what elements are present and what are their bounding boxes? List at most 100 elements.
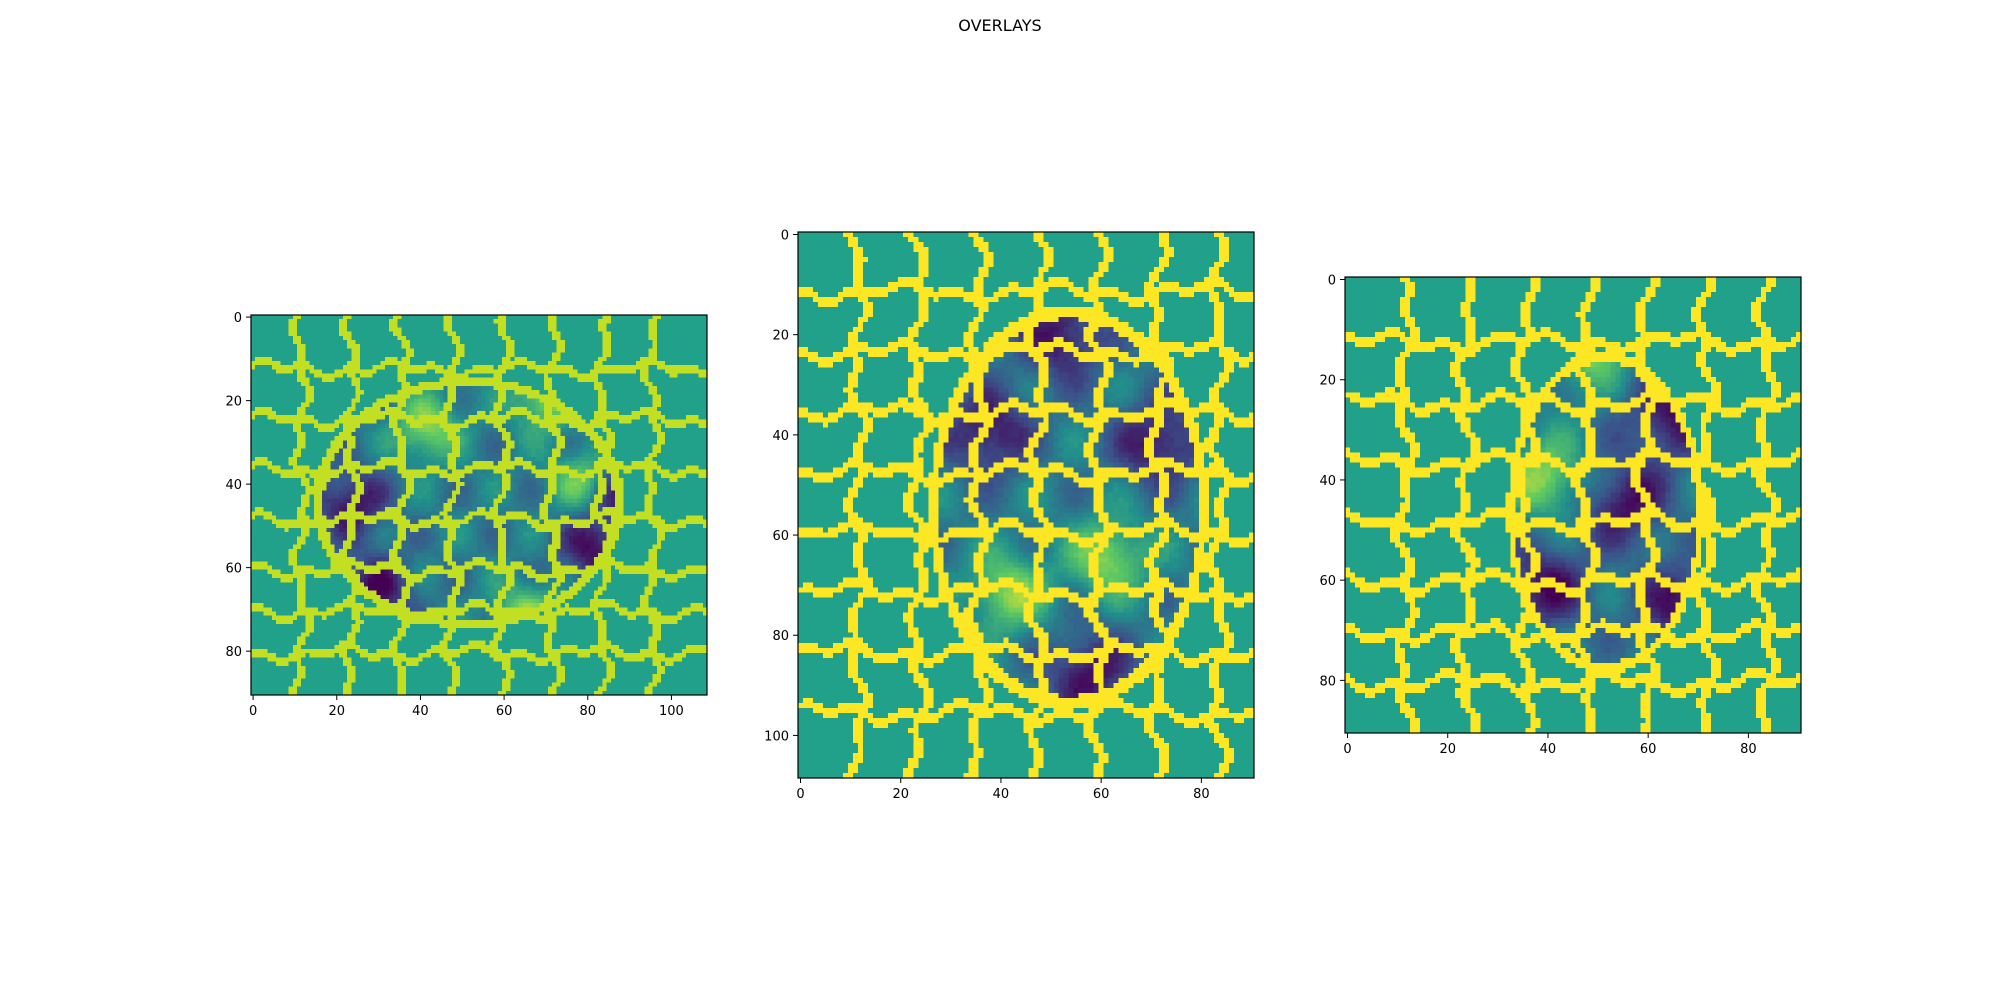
pixel-cell [636, 461, 641, 466]
pixel-cell [272, 436, 277, 441]
pixel-cell [255, 365, 260, 370]
pixel-cell [535, 419, 540, 424]
pixel-cell [431, 399, 436, 404]
pixel-cell [397, 357, 402, 362]
pixel-cell [351, 428, 356, 433]
pixel-cell [594, 486, 599, 491]
pixel-cell [694, 328, 699, 333]
pixel-cell [326, 499, 331, 504]
pixel-cell [523, 449, 528, 454]
pixel-cell [293, 373, 298, 378]
pixel-cell [594, 348, 599, 353]
pixel-cell [561, 503, 566, 508]
pixel-cell [264, 336, 269, 341]
pixel-cell [251, 486, 256, 491]
pixel-cell [389, 365, 394, 370]
pixel-cell [464, 390, 469, 395]
pixel-cell [540, 386, 545, 391]
pixel-cell [464, 495, 469, 500]
pixel-cell [628, 407, 633, 412]
pixel-cell [569, 449, 574, 454]
pixel-cell [569, 482, 574, 487]
pixel-cell [661, 490, 666, 495]
pixel-cell [607, 411, 612, 416]
pixel-cell [443, 348, 448, 353]
pixel-cell [456, 465, 461, 470]
pixel-cell [289, 470, 294, 475]
pixel-cell [481, 348, 486, 353]
pixel-cell [284, 440, 289, 445]
pixel-cell [297, 336, 302, 341]
pixel-cell [305, 390, 310, 395]
pixel-cell [523, 453, 528, 458]
pixel-cell [586, 328, 591, 333]
pixel-cell [498, 465, 503, 470]
pixel-cell [481, 461, 486, 466]
pixel-cell [489, 503, 494, 508]
pixel-cell [602, 357, 607, 362]
pixel-cell [435, 470, 440, 475]
pixel-cell [628, 411, 633, 416]
pixel-cell [548, 449, 553, 454]
pixel-cell [594, 344, 599, 349]
pixel-cell [523, 411, 528, 416]
pixel-cell [259, 332, 264, 337]
pixel-cell [628, 365, 633, 370]
pixel-cell [561, 336, 566, 341]
pixel-cell [615, 336, 620, 341]
pixel-cell [410, 440, 415, 445]
pixel-cell [607, 357, 612, 362]
pixel-cell [561, 332, 566, 337]
pixel-cell [276, 503, 281, 508]
pixel-cell [464, 353, 469, 358]
pixel-cell [565, 365, 570, 370]
pixel-cell [364, 424, 369, 429]
pixel-cell [640, 382, 645, 387]
pixel-cell [623, 336, 628, 341]
pixel-cell [280, 315, 285, 320]
pixel-cell [268, 411, 273, 416]
pixel-cell [280, 344, 285, 349]
pixel-cell [389, 344, 394, 349]
pixel-cell [280, 394, 285, 399]
pixel-cell [326, 378, 331, 383]
pixel-cell [439, 340, 444, 345]
pixel-cell [443, 378, 448, 383]
pixel-cell [427, 461, 432, 466]
pixel-cell [385, 436, 390, 441]
pixel-cell [640, 444, 645, 449]
pixel-cell [515, 499, 520, 504]
pixel-cell [690, 336, 695, 341]
pixel-cell [586, 378, 591, 383]
pixel-cell [678, 461, 683, 466]
pixel-cell [694, 461, 699, 466]
pixel-cell [531, 315, 536, 320]
pixel-cell [360, 407, 365, 412]
pixel-cell [343, 365, 348, 370]
pixel-cell [473, 453, 478, 458]
pixel-cell [448, 332, 453, 337]
pixel-cell [410, 465, 415, 470]
pixel-cell [636, 478, 641, 483]
pixel-cell [427, 386, 432, 391]
pixel-cell [623, 315, 628, 320]
pixel-cell [305, 440, 310, 445]
pixel-cell [460, 386, 465, 391]
pixel-cell [406, 336, 411, 341]
pixel-cell [544, 474, 549, 479]
pixel-cell [523, 378, 528, 383]
pixel-cell [674, 403, 679, 408]
pixel-cell [406, 482, 411, 487]
pixel-cell [535, 369, 540, 374]
pixel-cell [657, 373, 662, 378]
pixel-cell [602, 403, 607, 408]
pixel-cell [435, 424, 440, 429]
pixel-cell [690, 340, 695, 345]
pixel-cell [310, 411, 315, 416]
pixel-cell [561, 403, 566, 408]
pixel-cell [402, 436, 407, 441]
pixel-cell [435, 449, 440, 454]
pixel-cell [351, 315, 356, 320]
pixel-cell [452, 495, 457, 500]
